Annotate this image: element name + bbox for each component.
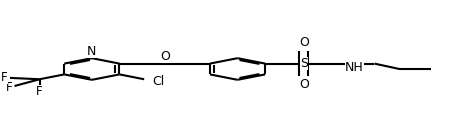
- Text: NH: NH: [345, 61, 364, 74]
- Text: N: N: [87, 45, 97, 58]
- Text: S: S: [300, 57, 308, 70]
- Text: Cl: Cl: [152, 75, 164, 88]
- Text: O: O: [160, 50, 170, 63]
- Text: F: F: [36, 85, 43, 98]
- Text: O: O: [299, 36, 309, 49]
- Text: O: O: [299, 79, 309, 91]
- Text: F: F: [6, 81, 12, 94]
- Text: F: F: [1, 71, 8, 84]
